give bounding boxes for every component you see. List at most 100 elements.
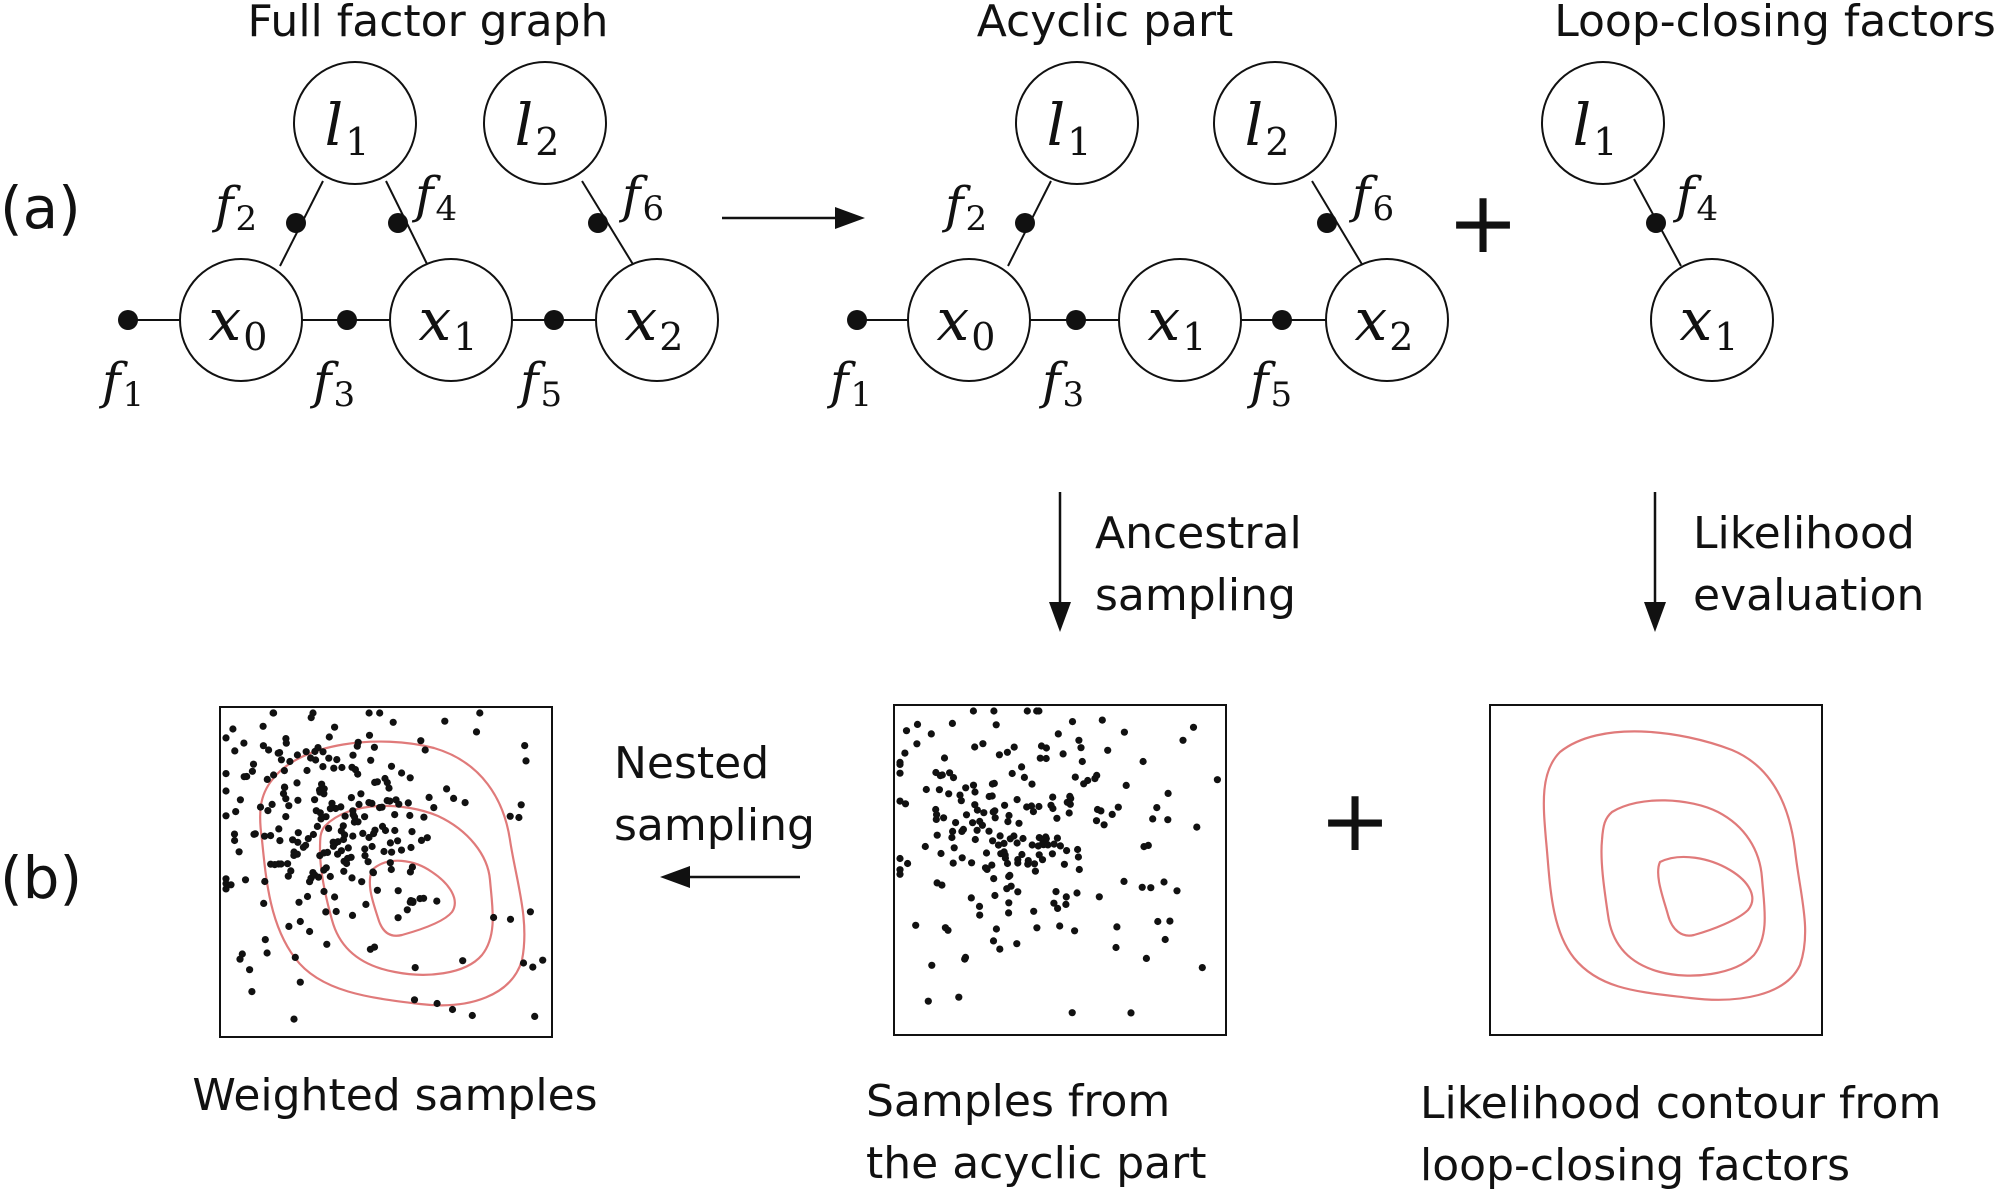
title-full-factor-graph: Full factor graph: [248, 0, 609, 47]
caption-samples-line2: the acyclic part: [866, 1138, 1206, 1189]
acyclic-sample-point: [1213, 776, 1221, 784]
weighted-sample-point: [381, 774, 389, 783]
factor-label-f5-acyclic: f5: [1246, 352, 1292, 415]
acyclic-sample-point: [955, 993, 963, 1001]
likelihood-contour-frame: [1489, 704, 1823, 1036]
acyclic-sample-point: [988, 861, 996, 869]
acyclic-sample-point: [901, 749, 909, 757]
acyclic-sample-point: [971, 835, 979, 844]
weighted-sample-point: [291, 953, 299, 962]
weighted-sample-point: [260, 899, 268, 908]
acyclic-sample-point: [957, 797, 965, 805]
weighted-sample-point: [311, 871, 319, 879]
factor-label-f2: f2: [211, 176, 257, 239]
acyclic-sample-point: [1164, 789, 1172, 798]
acyclic-sample-point: [1075, 865, 1083, 874]
weighted-sample-point: [285, 922, 293, 931]
likelihood-contour-middle: [1600, 799, 1766, 977]
acyclic-sample-point: [949, 859, 957, 867]
weighted-sample-point: [394, 887, 402, 895]
weighted-sample-point: [276, 837, 284, 845]
weighted-sample-point: [522, 757, 530, 765]
acyclic-sample-point: [1028, 780, 1036, 788]
weighted-sample-point: [378, 803, 386, 811]
acyclic-sample-point: [995, 751, 1004, 759]
weighted-sample-point: [383, 797, 391, 805]
weighted-sample-point: [222, 734, 230, 742]
node-l1-acyclic-label: l1: [1047, 91, 1092, 164]
acyclic-sample-point: [994, 841, 1003, 849]
acyclic-sample-point: [1056, 922, 1064, 930]
acyclic-sample-point: [1006, 835, 1014, 843]
weighted-sample-point: [293, 751, 301, 759]
weighted-sample-point: [476, 709, 484, 717]
acyclic-sample-point: [1042, 833, 1050, 841]
weighted-sample-point: [398, 769, 406, 777]
weighted-sample-point: [519, 959, 528, 967]
weighted-sample-point: [380, 847, 388, 856]
weighted-sample-point: [337, 827, 345, 835]
weighted-sample-point: [364, 858, 372, 866]
acyclic-sample-point: [949, 774, 958, 782]
acyclic-sample-point: [1093, 805, 1102, 814]
acyclic-sample-point: [969, 707, 978, 715]
acyclic-sample-point: [1198, 964, 1206, 972]
factor-dot-f1-acyclic: [847, 310, 867, 330]
weighted-sample-point: [417, 836, 426, 845]
node-x2-label: x2: [625, 286, 684, 359]
acyclic-sample-point: [1120, 877, 1128, 886]
weighted-sample-point: [361, 813, 369, 821]
acyclic-sample-point: [1173, 887, 1181, 895]
weighted-sample-point: [222, 885, 230, 893]
acyclic-sample-point: [1005, 872, 1013, 881]
likelihood-contour-plot: [1489, 704, 1823, 1036]
acyclic-sample-point: [1029, 808, 1037, 816]
acyclic-sample-point: [1112, 943, 1120, 952]
weighted-sample-point: [370, 743, 378, 751]
acyclic-sample-point: [1023, 803, 1031, 811]
acyclic-sample-point: [1120, 728, 1128, 736]
weighted-sample-point: [329, 842, 337, 850]
weighted-sample-point: [468, 1011, 476, 1020]
weighted-sample-point: [407, 843, 415, 852]
node-x0-label: x0: [209, 286, 268, 359]
acyclic-sample-point: [1013, 839, 1021, 847]
acyclic-sample-point: [990, 875, 998, 883]
acyclic-sample-point: [913, 720, 922, 729]
weighted-sample-point: [276, 749, 284, 757]
acyclic-sample-point: [1164, 816, 1172, 824]
node-l1-loop-label: l1: [1573, 91, 1618, 164]
weighted-sample-point: [394, 837, 402, 845]
acyclic-sample-point: [989, 837, 997, 845]
weighted-sample-point: [232, 808, 240, 816]
acyclic-sample-point: [985, 827, 993, 835]
acyclic-sample-point: [1161, 935, 1169, 944]
weighted-sample-point: [365, 731, 374, 739]
acyclic-sample-point: [913, 740, 921, 748]
acyclic-sample-point: [1122, 781, 1130, 790]
acyclic-sample-point: [1093, 771, 1101, 780]
weighted-sample-point: [362, 900, 370, 909]
weighted-sample-point: [320, 785, 328, 793]
weighted-sample-point: [230, 830, 239, 838]
weighted-sample-point: [490, 913, 498, 922]
weighted-sample-point: [443, 785, 451, 793]
acyclic-sample-point: [933, 831, 941, 839]
node-x1-acyclic-label: x1: [1148, 286, 1207, 359]
weighted-sample-point: [236, 796, 244, 804]
weighted-sample-point: [284, 860, 292, 868]
caption-contour-line2: loop-closing factors: [1420, 1140, 1850, 1191]
weighted-sample-point: [222, 770, 230, 778]
acyclic-sample-point: [896, 797, 904, 805]
weighted-sample-point: [515, 813, 523, 822]
acyclic-factor-graph: l1 l2 x0 x1 x2 f1 f2 f3 f5 f6: [826, 61, 1449, 415]
acyclic-sample-point: [1160, 878, 1168, 886]
factor-dot-f1: [118, 310, 138, 330]
acyclic-sample-point: [1049, 804, 1057, 813]
acyclic-sample-point: [949, 827, 957, 836]
weighted-sample-point: [389, 718, 397, 726]
acyclic-sample-point: [927, 730, 935, 738]
weighted-sample-point: [421, 746, 429, 754]
acyclic-sample-point: [1113, 923, 1121, 931]
factor-dot-f5-acyclic: [1272, 310, 1292, 330]
